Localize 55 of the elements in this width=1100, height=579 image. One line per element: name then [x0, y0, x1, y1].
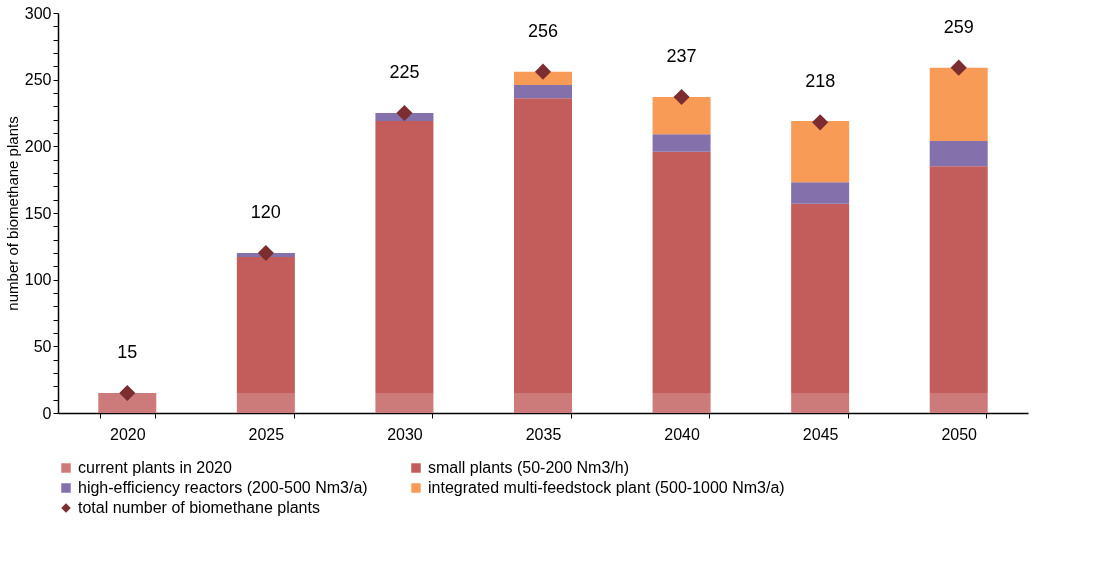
data-label: 259: [943, 16, 974, 37]
bar: [929, 141, 988, 167]
point: [950, 59, 967, 76]
legend-label: small plants (50-200 Nm3/h): [428, 459, 629, 476]
data-label: 218: [805, 71, 836, 92]
bar: [929, 393, 988, 413]
bar: [514, 98, 572, 393]
bar: [652, 134, 711, 152]
bar: [929, 67, 988, 141]
bar: [236, 257, 295, 393]
data-label: 237: [666, 46, 697, 66]
bar: [652, 393, 711, 413]
y-tick-label: 250: [24, 71, 52, 89]
bar: [791, 203, 850, 393]
x-tick-label: 2050: [941, 425, 978, 443]
bar: [791, 182, 850, 204]
legend-label: total number of biomethane plants: [78, 499, 320, 516]
point: [534, 63, 552, 80]
x-tick-label: 2040: [664, 425, 700, 443]
bar: [652, 97, 711, 135]
bar: [514, 393, 572, 413]
x-tick-label: 2025: [248, 425, 285, 443]
bar: [375, 393, 434, 413]
point: [257, 244, 274, 262]
bar: [652, 151, 711, 393]
x-tick-label: 2030: [387, 425, 423, 443]
legend-label: current plants in 2020: [78, 459, 232, 476]
point: [119, 384, 136, 402]
point: [673, 88, 690, 106]
y-tick-label: 100: [24, 271, 52, 289]
y-axis-title: number of biomethane plants: [3, 116, 21, 311]
bar: [375, 121, 434, 393]
point: [396, 104, 413, 122]
data-label: 256: [527, 20, 559, 41]
point: [812, 114, 829, 131]
y-tick-label: 50: [33, 337, 52, 355]
y-tick-label: 300: [24, 4, 52, 22]
y-tick-label: 150: [24, 204, 52, 222]
y-tick-label: 0: [42, 404, 52, 422]
bar: [929, 166, 988, 393]
bar: [514, 85, 572, 99]
bar: [236, 393, 295, 413]
bar: [791, 121, 850, 183]
x-tick-label: 2045: [802, 425, 839, 443]
x-tick-label: 2020: [109, 425, 146, 443]
data-label: 120: [250, 202, 281, 222]
y-tick-label: 200: [24, 137, 52, 155]
x-tick-label: 2035: [525, 425, 562, 443]
data-label: 15: [117, 342, 138, 362]
legend-label: integrated multi-feedstock plant (500-1000 Nm3/a): [428, 479, 785, 496]
bar: [514, 71, 572, 85]
bar: [791, 393, 850, 413]
data-label: 225: [389, 62, 420, 82]
legend-label: high-efficiency reactors (200-500 Nm3/a): [78, 479, 368, 496]
bar: [98, 393, 157, 413]
